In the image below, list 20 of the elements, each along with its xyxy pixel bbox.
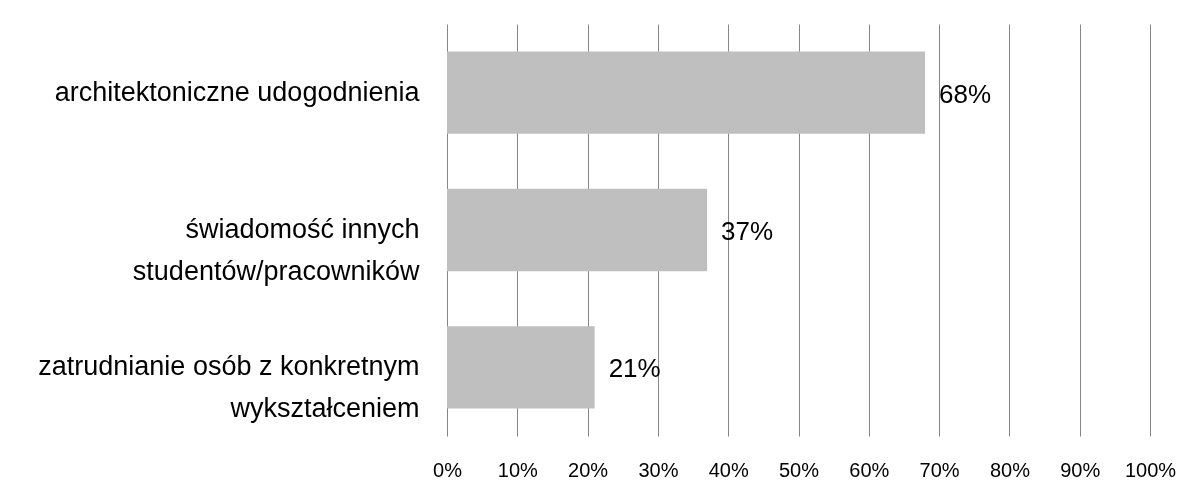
bar	[447, 188, 708, 272]
data-label: 68%	[939, 78, 992, 109]
y-tick-label: architektoniczne udogodnienia	[54, 76, 421, 107]
x-tick-label: 40%	[708, 458, 749, 481]
x-tick-label: 30%	[638, 458, 679, 481]
bar	[447, 51, 926, 134]
y-tick-label: zatrudnianie osób z konkretnym wykształceniem	[38, 351, 420, 424]
x-tick-label: 70%	[919, 458, 960, 481]
x-tick-label: 50%	[778, 458, 820, 481]
y-tick-label: świadomość innych studentów/pracowników	[132, 214, 420, 286]
x-tick-label: 90%	[1060, 458, 1101, 481]
x-tick-label: 60%	[849, 458, 890, 481]
x-tick-label: 100%	[1124, 458, 1177, 481]
x-tick-label: 10%	[497, 458, 539, 481]
data-label: 37%	[721, 216, 774, 246]
x-tick-label: 20%	[568, 458, 609, 481]
x-tick-label: 80%	[989, 458, 1031, 481]
x-tick-label: 0%	[433, 458, 463, 481]
bar	[447, 326, 595, 409]
data-label: 21%	[608, 353, 661, 384]
